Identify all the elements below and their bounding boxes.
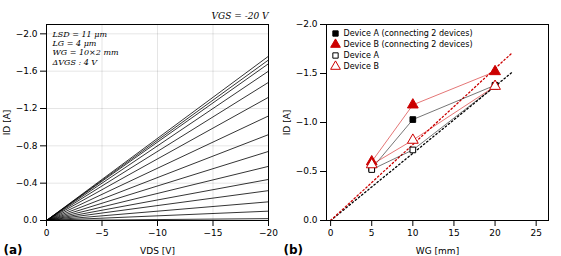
svg-text:−0.5: −0.5 — [296, 166, 318, 176]
svg-text:LSD = 11 μmLG = 4 μmWG = 10×2: LSD = 11 μmLG = 4 μmWG = 10×2 mmΔVGS : 4… — [52, 30, 120, 67]
svg-text:10: 10 — [407, 228, 419, 238]
svg-text:Device A (connecting 2 devices: Device A (connecting 2 devices) — [344, 29, 473, 38]
svg-text:−5: −5 — [95, 228, 108, 238]
svg-text:−2.0: −2.0 — [296, 19, 318, 29]
svg-text:−1.2: −1.2 — [16, 103, 38, 113]
svg-text:0.0: 0.0 — [303, 215, 318, 225]
svg-text:−0.4: −0.4 — [16, 178, 38, 188]
svg-text:20: 20 — [489, 228, 501, 238]
svg-text:Device B (connecting 2 devices: Device B (connecting 2 devices) — [344, 40, 473, 49]
svg-text:(a): (a) — [4, 243, 23, 256]
svg-text:(b): (b) — [284, 243, 304, 256]
svg-text:−0.8: −0.8 — [16, 141, 38, 151]
svg-text:0: 0 — [328, 228, 334, 238]
svg-text:ID [A]: ID [A] — [282, 110, 292, 136]
svg-text:15: 15 — [448, 228, 459, 238]
svg-text:−1.0: −1.0 — [296, 117, 318, 127]
svg-text:VGS = -20 V: VGS = -20 V — [212, 11, 270, 21]
svg-text:0.0: 0.0 — [23, 215, 38, 225]
svg-text:−10: −10 — [148, 228, 167, 238]
svg-text:−2.0: −2.0 — [16, 29, 38, 39]
svg-text:5: 5 — [369, 228, 375, 238]
svg-text:0: 0 — [44, 228, 50, 238]
svg-text:−1.5: −1.5 — [296, 68, 318, 78]
svg-text:WG [mm]: WG [mm] — [416, 246, 459, 256]
svg-text:25: 25 — [530, 228, 541, 238]
svg-text:−20: −20 — [259, 228, 278, 238]
svg-text:VDS [V]: VDS [V] — [140, 246, 175, 256]
svg-text:−15: −15 — [204, 228, 223, 238]
svg-text:ID [A]: ID [A] — [2, 110, 12, 136]
svg-text:−1.6: −1.6 — [16, 66, 38, 76]
svg-text:Device A: Device A — [344, 51, 380, 60]
svg-text:Device B: Device B — [344, 62, 379, 71]
